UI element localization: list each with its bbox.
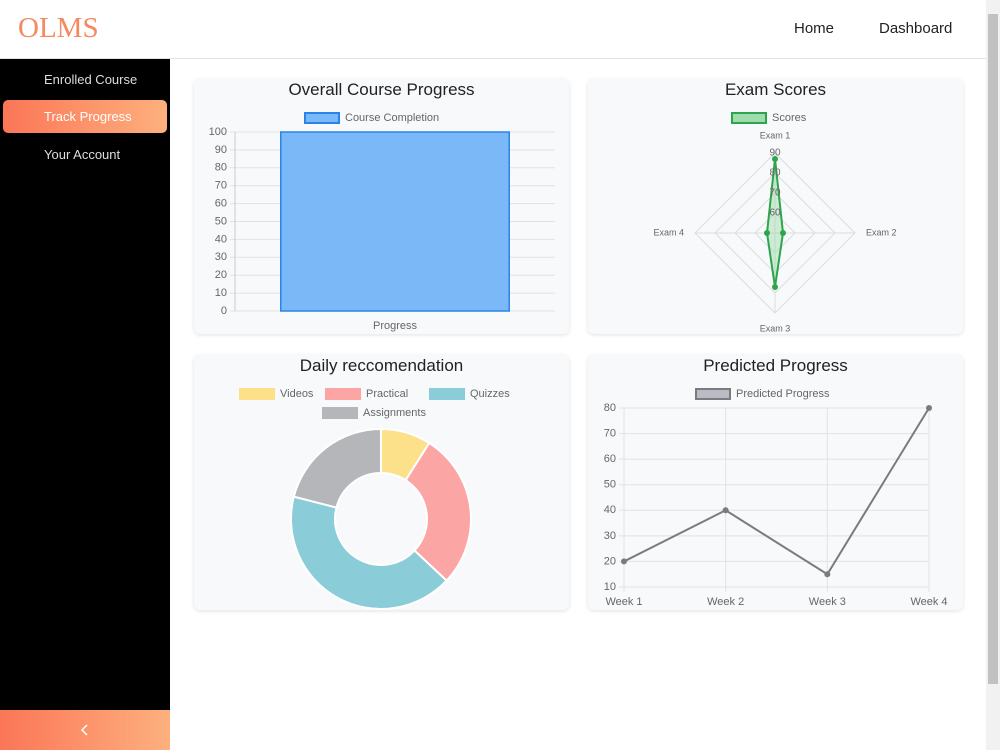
collapse-icon [80,724,88,736]
x-tick-label: Week 2 [707,596,744,608]
y-tick-label: 10 [215,287,227,299]
chart-card: Daily reccomendation Videos Practical Quizz… [194,355,569,610]
header: OLMS Home Dashboard [0,0,986,59]
legend-swatch [304,112,340,124]
data-point [772,156,778,162]
y-tick-label: 60 [604,453,616,465]
chart-title: Exam Scores [724,80,827,99]
chart-title: Overall Course Progress [288,80,475,99]
legend-label: Quizzes [470,388,510,400]
chart-title: Daily reccomendation [299,356,464,375]
bar [280,131,510,312]
y-tick-label: 30 [604,530,616,542]
axis-label: Exam 3 [760,323,791,333]
legend-label: Scores [772,112,807,124]
y-tick-label: 70 [604,427,616,439]
doughnut-slice [290,495,449,610]
data-point [722,507,729,514]
r-tick-label: 60 [769,208,781,219]
legend-swatch [429,388,465,400]
data-point [621,558,627,565]
doughnut-slice [404,441,472,583]
y-tick-label: 60 [215,198,227,210]
chart-card: Overall Course Progress 0 10 20 30 40 50 60 70 80… [194,79,569,334]
legend-label: Videos [280,388,314,400]
sidebar-label: Enrolled Course [44,72,138,87]
legend-label: Practical [366,388,408,400]
chart-card: Predicted Progress 10 20 30 40 50 60 70 80 Week 1… [588,355,963,610]
y-tick-label: 30 [215,251,227,263]
chart: Videos Practical Quizzes Assignments [239,388,510,610]
sidebar-item[interactable]: Enrolled Course [3,63,167,96]
y-tick-label: 20 [604,555,616,567]
x-tick-label: Week 1 [605,596,642,608]
scroll-thumb[interactable] [988,14,998,684]
doughnut-slice [292,427,382,509]
r-tick-label: 90 [769,148,781,159]
data-point [824,571,831,578]
data-point [780,230,786,236]
y-tick-label: 10 [604,581,616,593]
legend-label: Predicted Progress [736,388,830,400]
r-tick-label: 70 [769,188,781,199]
brand[interactable]: OLMS [18,12,99,44]
y-tick-label: 50 [604,479,616,491]
chart: 0 10 20 30 40 50 60 70 80 90 100 Course Completion P… [209,112,555,332]
chart-card: Exam Scores Scores 60 70 80 90 Exam 1 Exam 2 Exa… [588,79,963,334]
y-tick-label: 40 [604,504,616,516]
y-tick-label: 0 [221,305,227,317]
legend-label: Course Completion [345,112,439,124]
y-tick-label: 100 [209,126,227,138]
x-tick-label: Progress [373,320,418,332]
sidebar-label: Track Progress [44,109,132,124]
legend-label: Assignments [363,407,426,419]
y-tick-label: 40 [215,233,227,245]
nav-link[interactable]: Home [794,20,835,37]
data-point [926,405,932,411]
y-tick-label: 70 [215,180,227,192]
sidebar: Enrolled Course Track Progress Your Acco… [0,59,170,750]
y-tick-label: 20 [215,269,227,281]
y-tick-label: 50 [215,215,227,227]
legend-swatch [695,388,731,400]
sidebar-label: Your Account [44,147,121,162]
sidebar-item[interactable]: Your Account [3,138,167,171]
scrollbar[interactable] [986,0,1000,750]
data-point [772,284,778,290]
x-tick-label: Week 3 [809,596,846,608]
sidebar-item[interactable]: Track Progress [3,100,167,133]
legend-swatch [731,112,767,124]
data-point [764,230,770,236]
chart-title: Predicted Progress [703,356,848,375]
chart: 10 20 30 40 50 60 70 80 Week 1 Week 2 Week 3 Week 4… [604,388,948,608]
axis-label: Exam 2 [866,227,897,237]
x-tick-label: Week 4 [910,596,947,608]
chart: Scores 60 70 80 90 Exam 1 Exam 2 Exam 3 Exam 4 [653,112,897,333]
axis-label: Exam 4 [653,227,684,237]
r-tick-label: 80 [769,168,781,179]
y-tick-label: 90 [215,144,227,156]
axis-label: Exam 1 [760,130,791,140]
data-line [623,407,930,576]
grid-ring [714,172,836,294]
legend-swatch [239,388,275,400]
y-tick-label: 80 [604,402,616,414]
nav-link[interactable]: Dashboard [879,20,953,37]
legend-swatch [322,407,358,419]
grid-ring [694,152,856,314]
collapse-button[interactable] [0,710,170,750]
y-tick-label: 80 [215,162,227,174]
legend-swatch [325,388,361,400]
